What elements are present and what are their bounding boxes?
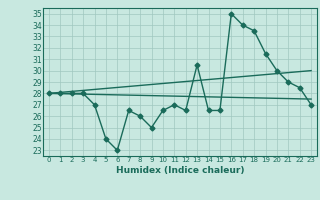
X-axis label: Humidex (Indice chaleur): Humidex (Indice chaleur) — [116, 166, 244, 175]
